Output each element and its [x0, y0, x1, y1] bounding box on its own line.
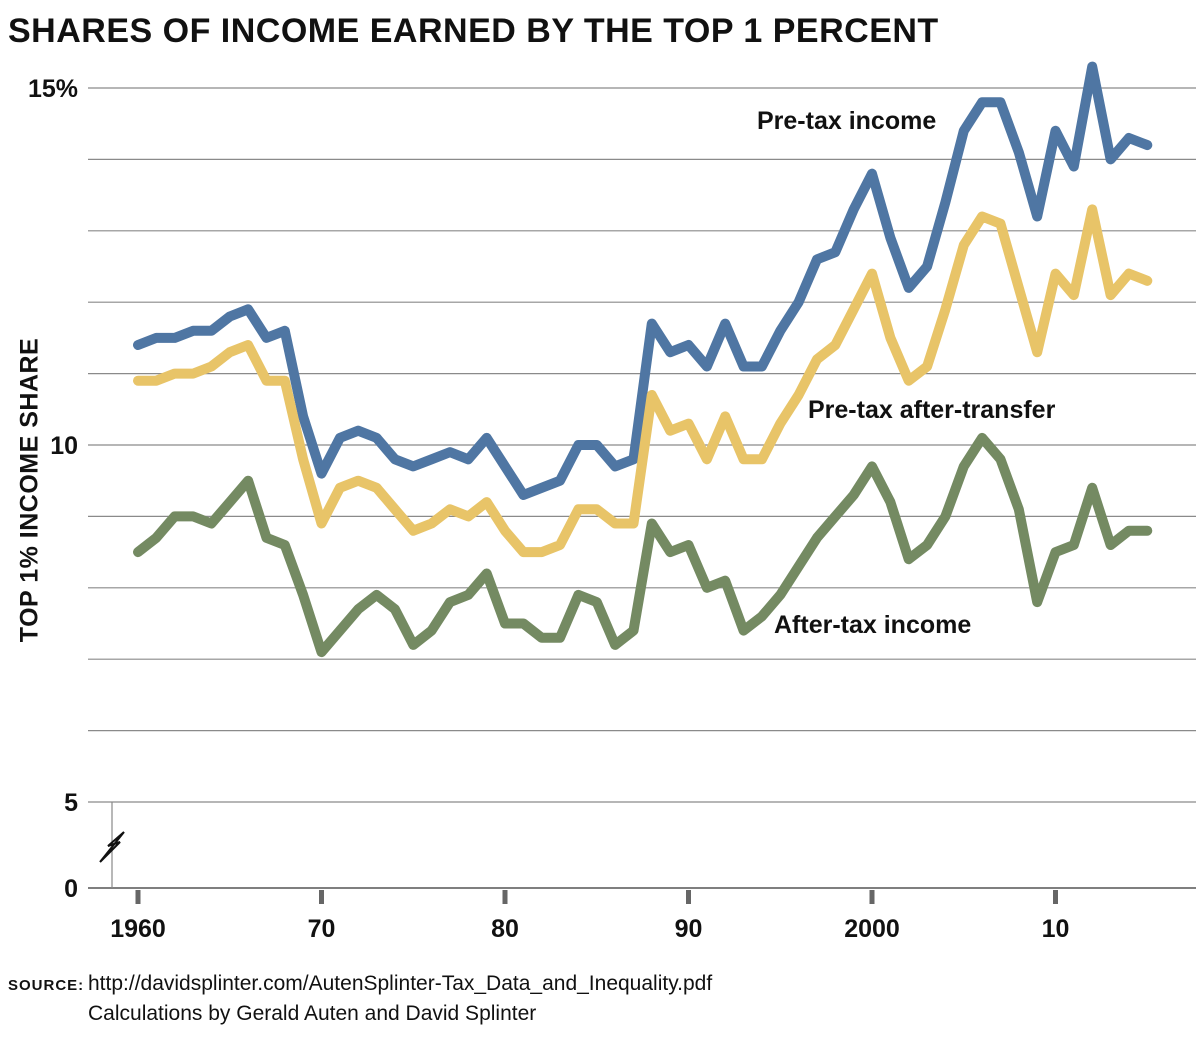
x-tick-mark: [502, 890, 508, 904]
x-tick-mark: [1053, 890, 1058, 904]
x-tick-label: 70: [308, 915, 336, 943]
x-tick-label: 2000: [844, 915, 900, 943]
x-tick-label: 1960: [110, 915, 166, 943]
y-tick-label: 0: [64, 875, 78, 903]
y-tick-label: 5: [64, 789, 78, 817]
series-line-pre-tax-income: [133, 61, 1153, 500]
axis-break-icon: [99, 831, 125, 863]
series-line-after-tax-income: [133, 432, 1153, 658]
x-tick-label: 90: [675, 915, 703, 943]
x-tick-label: 10: [1042, 915, 1070, 943]
source-label: SOURCE:: [8, 977, 85, 994]
series-label-after-tax-income: After-tax income: [774, 611, 971, 639]
x-tick-mark: [686, 890, 691, 904]
series-label-pre-tax-income: Pre-tax income: [757, 107, 936, 135]
line-chart: 15% 10 5 0 1960 70 80 90 2000 10 Pre-tax income Pre…: [28, 61, 1196, 943]
y-tick-label: 10: [50, 432, 78, 460]
chart-title: SHARES OF INCOME EARNED BY THE TOP 1 PER…: [8, 12, 939, 50]
x-tick-mark: [869, 890, 875, 904]
source-credit: Calculations by Gerald Auten and David S…: [88, 1002, 537, 1025]
x-tick-mark: [135, 890, 141, 904]
y-tick-label: 15%: [28, 75, 78, 103]
x-tick-mark: [319, 890, 324, 904]
source-url: http://davidsplinter.com/AutenSplinter-T…: [88, 972, 713, 995]
series-label-pre-tax-after-transfer: Pre-tax after-transfer: [808, 396, 1056, 424]
series-line-pre-tax-after-transfer: [133, 204, 1153, 558]
source-note: SOURCE: http://davidsplinter.com/AutenSpl…: [8, 970, 712, 1028]
x-tick-label: 80: [491, 915, 519, 943]
